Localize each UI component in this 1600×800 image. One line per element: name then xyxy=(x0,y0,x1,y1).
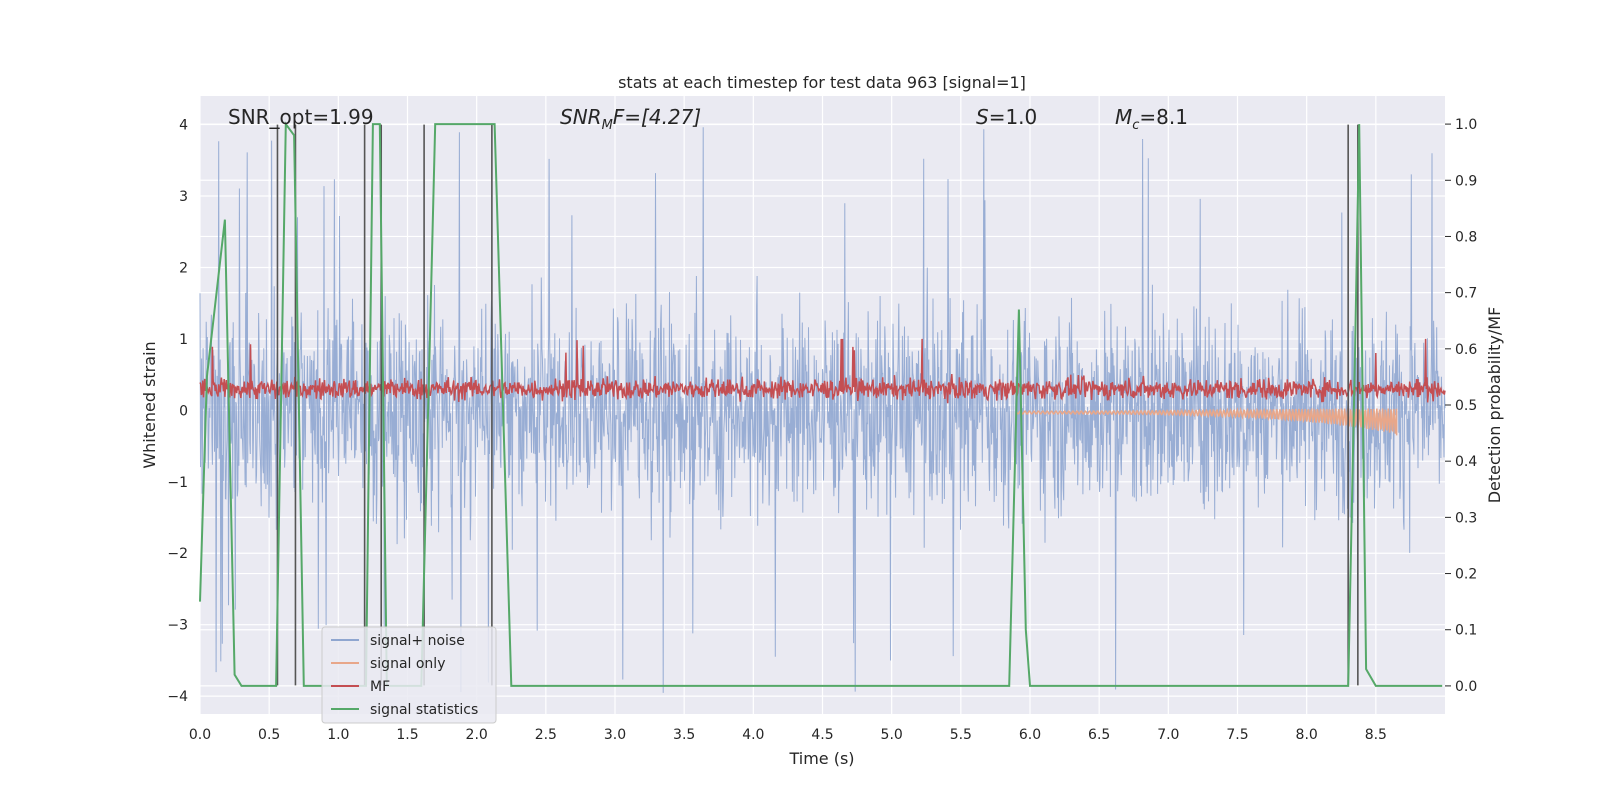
y-tick-label: −3 xyxy=(167,618,188,634)
y-right-tick-label: 0.4 xyxy=(1455,454,1477,470)
annotation-snr-mf: SNRMF=[4.27] xyxy=(560,105,701,133)
y-tick-label: −4 xyxy=(167,689,188,705)
x-tick-label: 7.5 xyxy=(1226,727,1248,743)
y-axis-right-label: Detection probability/MF xyxy=(1485,307,1504,504)
y-right-tick-label: 0.2 xyxy=(1455,567,1477,583)
legend: signal+ noise signal only MF signal stat… xyxy=(321,626,497,724)
y-tick-label: −2 xyxy=(167,546,188,562)
y-axis-label: Whitened strain xyxy=(140,341,159,468)
legend-label-signal-noise: signal+ noise xyxy=(370,633,465,649)
x-tick-label: 6.0 xyxy=(1019,727,1041,743)
legend-label-signal-only: signal only xyxy=(370,656,445,672)
y-right-tick-label: 1.0 xyxy=(1455,117,1477,133)
x-tick-label: 2.5 xyxy=(535,727,557,743)
ticks: 0.0 0.5 1.0 1.5 2.0 2.5 3.0 3.5 4.0 4.5 5.0 5.5 6.0 6… xyxy=(167,117,1477,743)
series-signal-noise xyxy=(199,127,1446,693)
legend-label-signal-statistics: signal statistics xyxy=(370,702,478,718)
y-right-tick-label: 0.6 xyxy=(1455,342,1477,358)
annotation-s: S=1.0 xyxy=(976,105,1037,129)
y-right-tick-label: 0.1 xyxy=(1455,623,1477,639)
series-signal-only xyxy=(1015,407,1398,436)
x-tick-label: 0.0 xyxy=(189,727,211,743)
x-tick-label: 3.0 xyxy=(604,727,626,743)
x-tick-label: 1.5 xyxy=(396,727,418,743)
y-tick-label: −1 xyxy=(167,475,188,491)
y-right-tick-label: 0.9 xyxy=(1455,173,1477,189)
legend-label-mf: MF xyxy=(370,679,390,695)
y-tick-label: 4 xyxy=(179,118,188,134)
x-tick-label: 4.0 xyxy=(742,727,764,743)
legend-box xyxy=(321,626,497,724)
mf-line xyxy=(199,338,1446,404)
series-signal-statistics xyxy=(199,121,1443,687)
annotation-mc: Mc=8.1 xyxy=(1115,105,1188,133)
y-right-tick-label: 0.8 xyxy=(1455,229,1477,245)
x-tick-label: 8.0 xyxy=(1296,727,1318,743)
x-tick-label: 1.0 xyxy=(327,727,349,743)
y-tick-label: 0 xyxy=(179,403,188,419)
x-tick-label: 8.5 xyxy=(1365,727,1387,743)
y-right-tick-label: 0.3 xyxy=(1455,510,1477,526)
x-tick-label: 6.5 xyxy=(1088,727,1110,743)
x-tick-label: 7.0 xyxy=(1157,727,1179,743)
y-right-tick-label: 0.7 xyxy=(1455,286,1477,302)
y-tick-label: 2 xyxy=(179,260,188,276)
x-axis-label: Time (s) xyxy=(788,749,854,768)
x-tick-label: 5.0 xyxy=(881,727,903,743)
y-right-tick-label: 0.5 xyxy=(1455,398,1477,414)
chart-title: stats at each timestep for test data 963… xyxy=(618,73,1026,92)
series-mf xyxy=(199,338,1446,404)
x-tick-label: 3.5 xyxy=(673,727,695,743)
x-tick-label: 2.0 xyxy=(466,727,488,743)
signal-statistics-line xyxy=(199,121,1443,687)
x-tick-label: 0.5 xyxy=(258,727,280,743)
x-tick-label: 4.5 xyxy=(811,727,833,743)
signal-noise-line xyxy=(199,127,1446,693)
x-tick-label: 5.5 xyxy=(950,727,972,743)
annotation-snr-opt: SNR_opt=1.99 xyxy=(228,105,374,129)
y-right-tick-label: 0.0 xyxy=(1455,679,1477,695)
signal-only-line xyxy=(1015,407,1398,436)
y-tick-label: 1 xyxy=(179,332,188,348)
y-tick-label: 3 xyxy=(179,189,188,205)
